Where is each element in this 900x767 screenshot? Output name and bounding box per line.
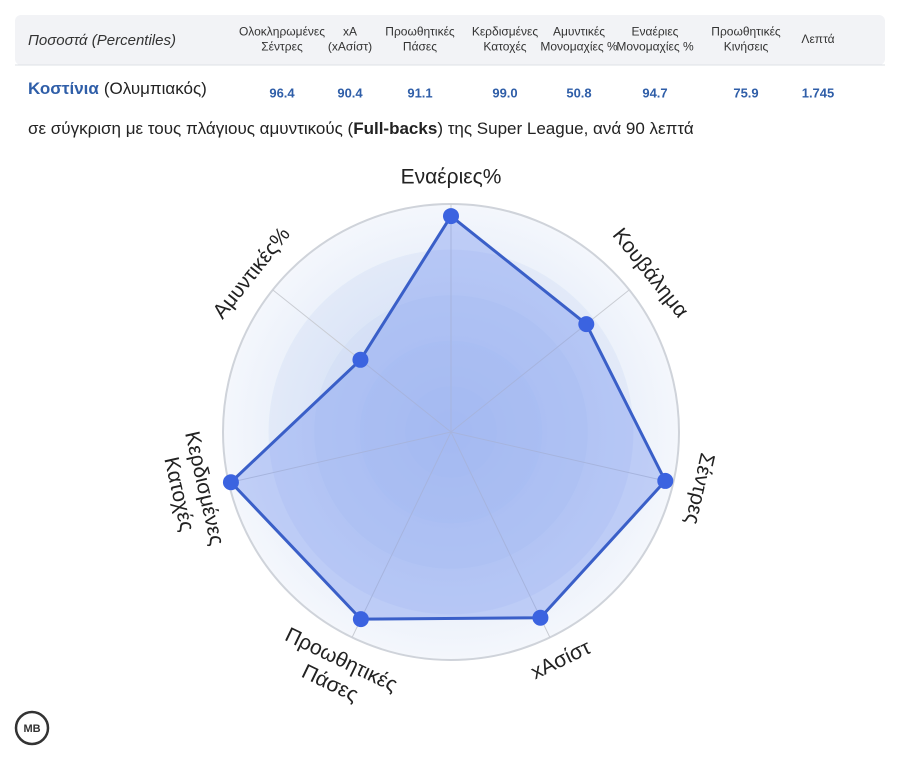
subtitle: σε σύγκριση με τους πλάγιους αμυντικούς … — [28, 119, 694, 138]
column-header: Ολοκληρωμένες — [239, 25, 325, 39]
axis-label: Σέντρες — [680, 451, 719, 527]
radar-spoke — [228, 431, 452, 484]
column-header: Λεπτά — [801, 32, 834, 46]
radar-point — [657, 472, 674, 489]
player-team: (Ολυμπιακός) — [104, 79, 207, 98]
radar-point — [578, 316, 595, 333]
player-name: Κοστίνια — [28, 79, 99, 98]
column-header: Προωθητικές — [385, 25, 455, 39]
radar-point — [532, 609, 549, 626]
header-label: Ποσοστά (Percentiles) — [28, 32, 176, 49]
table-value: 96.4 — [269, 85, 295, 100]
table-value: 99.0 — [492, 85, 517, 100]
table-value: 91.1 — [407, 85, 432, 100]
radar-point — [443, 208, 459, 225]
radar-spoke — [450, 289, 630, 433]
radar-spoke — [450, 431, 551, 638]
axis-label-line: Σέντρες — [680, 451, 719, 527]
axis-label-line: Εναέριες% — [401, 166, 502, 189]
table-value: 1.745 — [802, 85, 835, 100]
radar-point — [222, 474, 239, 491]
radar-spoke — [450, 431, 674, 484]
header-bg — [15, 15, 885, 65]
table-value: 75.9 — [733, 85, 758, 100]
column-header: xA — [343, 25, 357, 39]
column-header: Κερδισμένες — [472, 25, 539, 39]
column-header: Κινήσεις — [724, 40, 769, 54]
axis-label: Εναέριες% — [401, 166, 502, 189]
radar-point — [352, 611, 369, 628]
column-header: Μονομαχίες % — [616, 40, 694, 54]
column-header: Προωθητικές — [711, 25, 781, 39]
column-header: Μονομαχίες % — [540, 40, 618, 54]
column-header: Αμυντικές — [553, 25, 605, 39]
column-header: Κατοχές — [483, 40, 526, 54]
subtitle-text: ) της Super League, ανά 90 λεπτά — [437, 119, 694, 138]
radar-area — [229, 214, 667, 621]
column-header: (xΑσίστ) — [328, 40, 372, 54]
radar-spoke — [351, 431, 452, 638]
logo: MB — [23, 723, 40, 735]
subtitle-bold: Full-backs — [353, 119, 437, 138]
radar-point — [352, 351, 369, 368]
player: Κοστίνια (Ολυμπιακός) — [28, 79, 207, 98]
table-value: 50.8 — [566, 85, 591, 100]
logo-ring — [14, 710, 50, 746]
subtitle-text: σε σύγκριση με τους πλάγιους αμυντικούς … — [28, 119, 354, 138]
column-header: Πάσες — [403, 40, 437, 54]
table-value: 90.4 — [337, 85, 363, 100]
column-header: Σέντρες — [261, 40, 303, 54]
table-value: 94.7 — [642, 85, 667, 100]
column-header: Εναέριες — [632, 25, 679, 39]
